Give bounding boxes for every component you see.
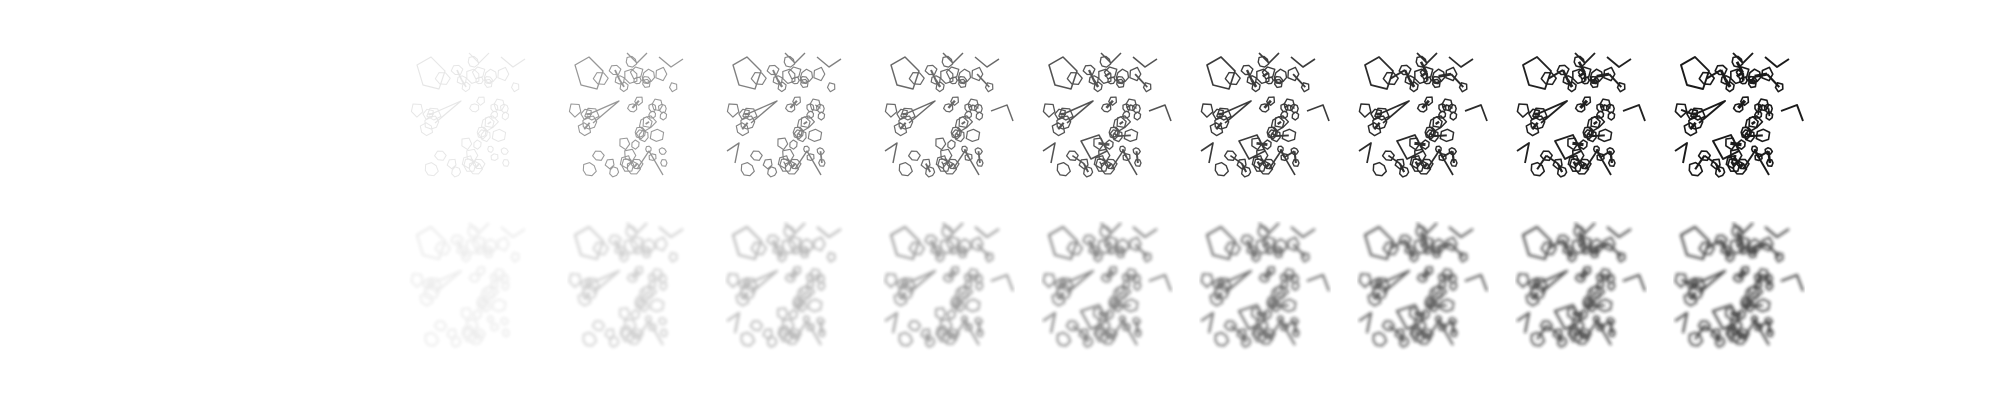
texture-graphic <box>884 222 1015 348</box>
texture-tile-sharp-3 <box>567 51 699 183</box>
texture-tile-sharp-4 <box>725 51 857 183</box>
texture-tile-sharp-6 <box>1041 51 1173 183</box>
texture-tile-sharp-1 <box>250 51 382 183</box>
texture-graphic <box>1358 52 1488 178</box>
texture-graphic <box>1674 52 1804 178</box>
texture-tile-sharp-7 <box>1199 51 1331 183</box>
texture-tile-sharp-8 <box>1357 51 1489 183</box>
texture-graphic <box>726 52 842 178</box>
texture-tile-blurred-9 <box>1515 221 1647 353</box>
texture-tile-sharp-9 <box>1515 51 1647 183</box>
texture-graphic <box>726 222 842 348</box>
texture-graphic <box>1042 52 1172 178</box>
texture-tile-blurred-2 <box>409 221 541 353</box>
texture-tile-blurred-8 <box>1357 221 1489 353</box>
texture-graphic <box>1516 222 1647 348</box>
texture-tile-blurred-10 <box>1673 221 1805 353</box>
texture-graphic <box>250 51 382 183</box>
texture-graphic <box>1200 52 1330 178</box>
texture-graphic <box>1516 52 1646 178</box>
texture-graphic <box>1358 222 1489 348</box>
texture-tile-blurred-6 <box>1041 221 1173 353</box>
texture-tile-blurred-4 <box>725 221 857 353</box>
texture-graphic <box>410 222 526 348</box>
texture-graphic <box>1674 222 1805 348</box>
texture-graphic <box>1200 222 1331 348</box>
texture-tile-sharp-10 <box>1673 51 1805 183</box>
texture-tile-sharp-2 <box>409 51 541 183</box>
texture-graphic <box>884 52 1014 178</box>
texture-tile-blurred-5 <box>883 221 1015 353</box>
texture-graphic <box>410 52 526 178</box>
texture-tile-blurred-1 <box>250 221 382 353</box>
texture-tile-blurred-7 <box>1199 221 1331 353</box>
texture-graphic <box>1042 222 1173 348</box>
texture-graphic <box>250 221 382 353</box>
texture-graphic <box>568 222 684 348</box>
texture-tile-sharp-5 <box>883 51 1015 183</box>
texture-tile-blurred-3 <box>567 221 699 353</box>
texture-graphic <box>568 52 684 178</box>
